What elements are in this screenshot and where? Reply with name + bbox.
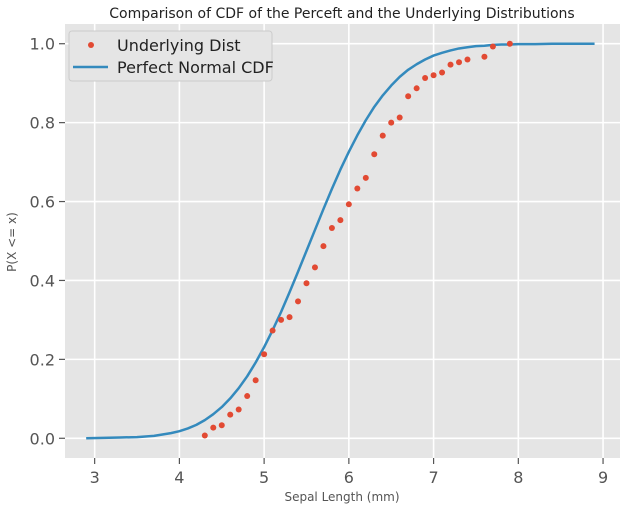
y-tick-label: 0.2: [30, 350, 55, 369]
data-point: [379, 132, 386, 139]
y-tick-label: 0.0: [30, 429, 55, 448]
y-axis-label: P(X <= x): [5, 212, 19, 272]
data-point: [295, 298, 302, 305]
data-point: [311, 264, 318, 271]
x-tick-label: 6: [344, 468, 354, 487]
data-point: [362, 174, 369, 181]
data-point: [345, 201, 352, 208]
x-axis-label: Sepal Length (mm): [284, 490, 399, 504]
series-points: [201, 40, 513, 439]
data-point: [328, 224, 335, 231]
data-point: [413, 85, 420, 92]
y-tick-label: 1.0: [30, 35, 55, 54]
legend-marker-underlying-dist: [88, 42, 94, 48]
x-tick-label: 7: [428, 468, 438, 487]
data-point: [261, 351, 268, 358]
data-point: [422, 75, 429, 82]
data-point: [227, 411, 234, 418]
data-point: [447, 61, 454, 68]
data-point: [388, 119, 395, 126]
data-point: [337, 217, 344, 224]
data-point: [303, 280, 310, 287]
data-point: [354, 185, 361, 192]
data-point: [405, 93, 412, 100]
x-tick-label: 9: [598, 468, 608, 487]
data-point: [244, 393, 251, 400]
legend-label-underlying-dist: Underlying Dist: [117, 36, 241, 55]
x-tick-label: 4: [174, 468, 184, 487]
data-point: [210, 424, 217, 431]
data-point: [235, 406, 242, 413]
y-tick-label: 0.8: [30, 114, 55, 133]
data-point: [269, 327, 276, 334]
plot-background: [65, 24, 620, 458]
data-point: [506, 40, 513, 47]
data-point: [252, 377, 259, 384]
data-point: [481, 53, 488, 60]
data-point: [456, 59, 463, 66]
legend-box: [68, 30, 273, 82]
data-point: [489, 43, 496, 50]
data-point: [320, 243, 327, 250]
data-point: [371, 151, 378, 158]
x-ticks: 3 4 5 6 7 8 9: [90, 458, 608, 487]
x-tick-label: 5: [259, 468, 269, 487]
x-tick-label: 8: [513, 468, 523, 487]
data-point: [218, 422, 225, 429]
series-line-perfect-normal-cdf: [86, 42, 595, 440]
data-point: [286, 314, 293, 321]
data-point: [430, 72, 437, 79]
data-point: [396, 114, 403, 121]
series-lines: [86, 42, 595, 440]
x-tick-label: 3: [90, 468, 100, 487]
legend: Underlying Dist Perfect Normal CDF: [68, 30, 274, 82]
legend-label-perfect-normal-cdf: Perfect Normal CDF: [117, 58, 274, 77]
y-tick-label: 0.6: [30, 193, 55, 212]
chart-title: Comparison of CDF of the Perceft and the…: [109, 6, 574, 22]
y-ticks: 0.0 0.2 0.4 0.6 0.8 1.0: [30, 35, 65, 448]
data-point: [439, 69, 446, 76]
data-point: [464, 56, 471, 63]
data-point: [278, 316, 285, 323]
data-point: [201, 432, 208, 439]
y-tick-label: 0.4: [30, 271, 55, 290]
